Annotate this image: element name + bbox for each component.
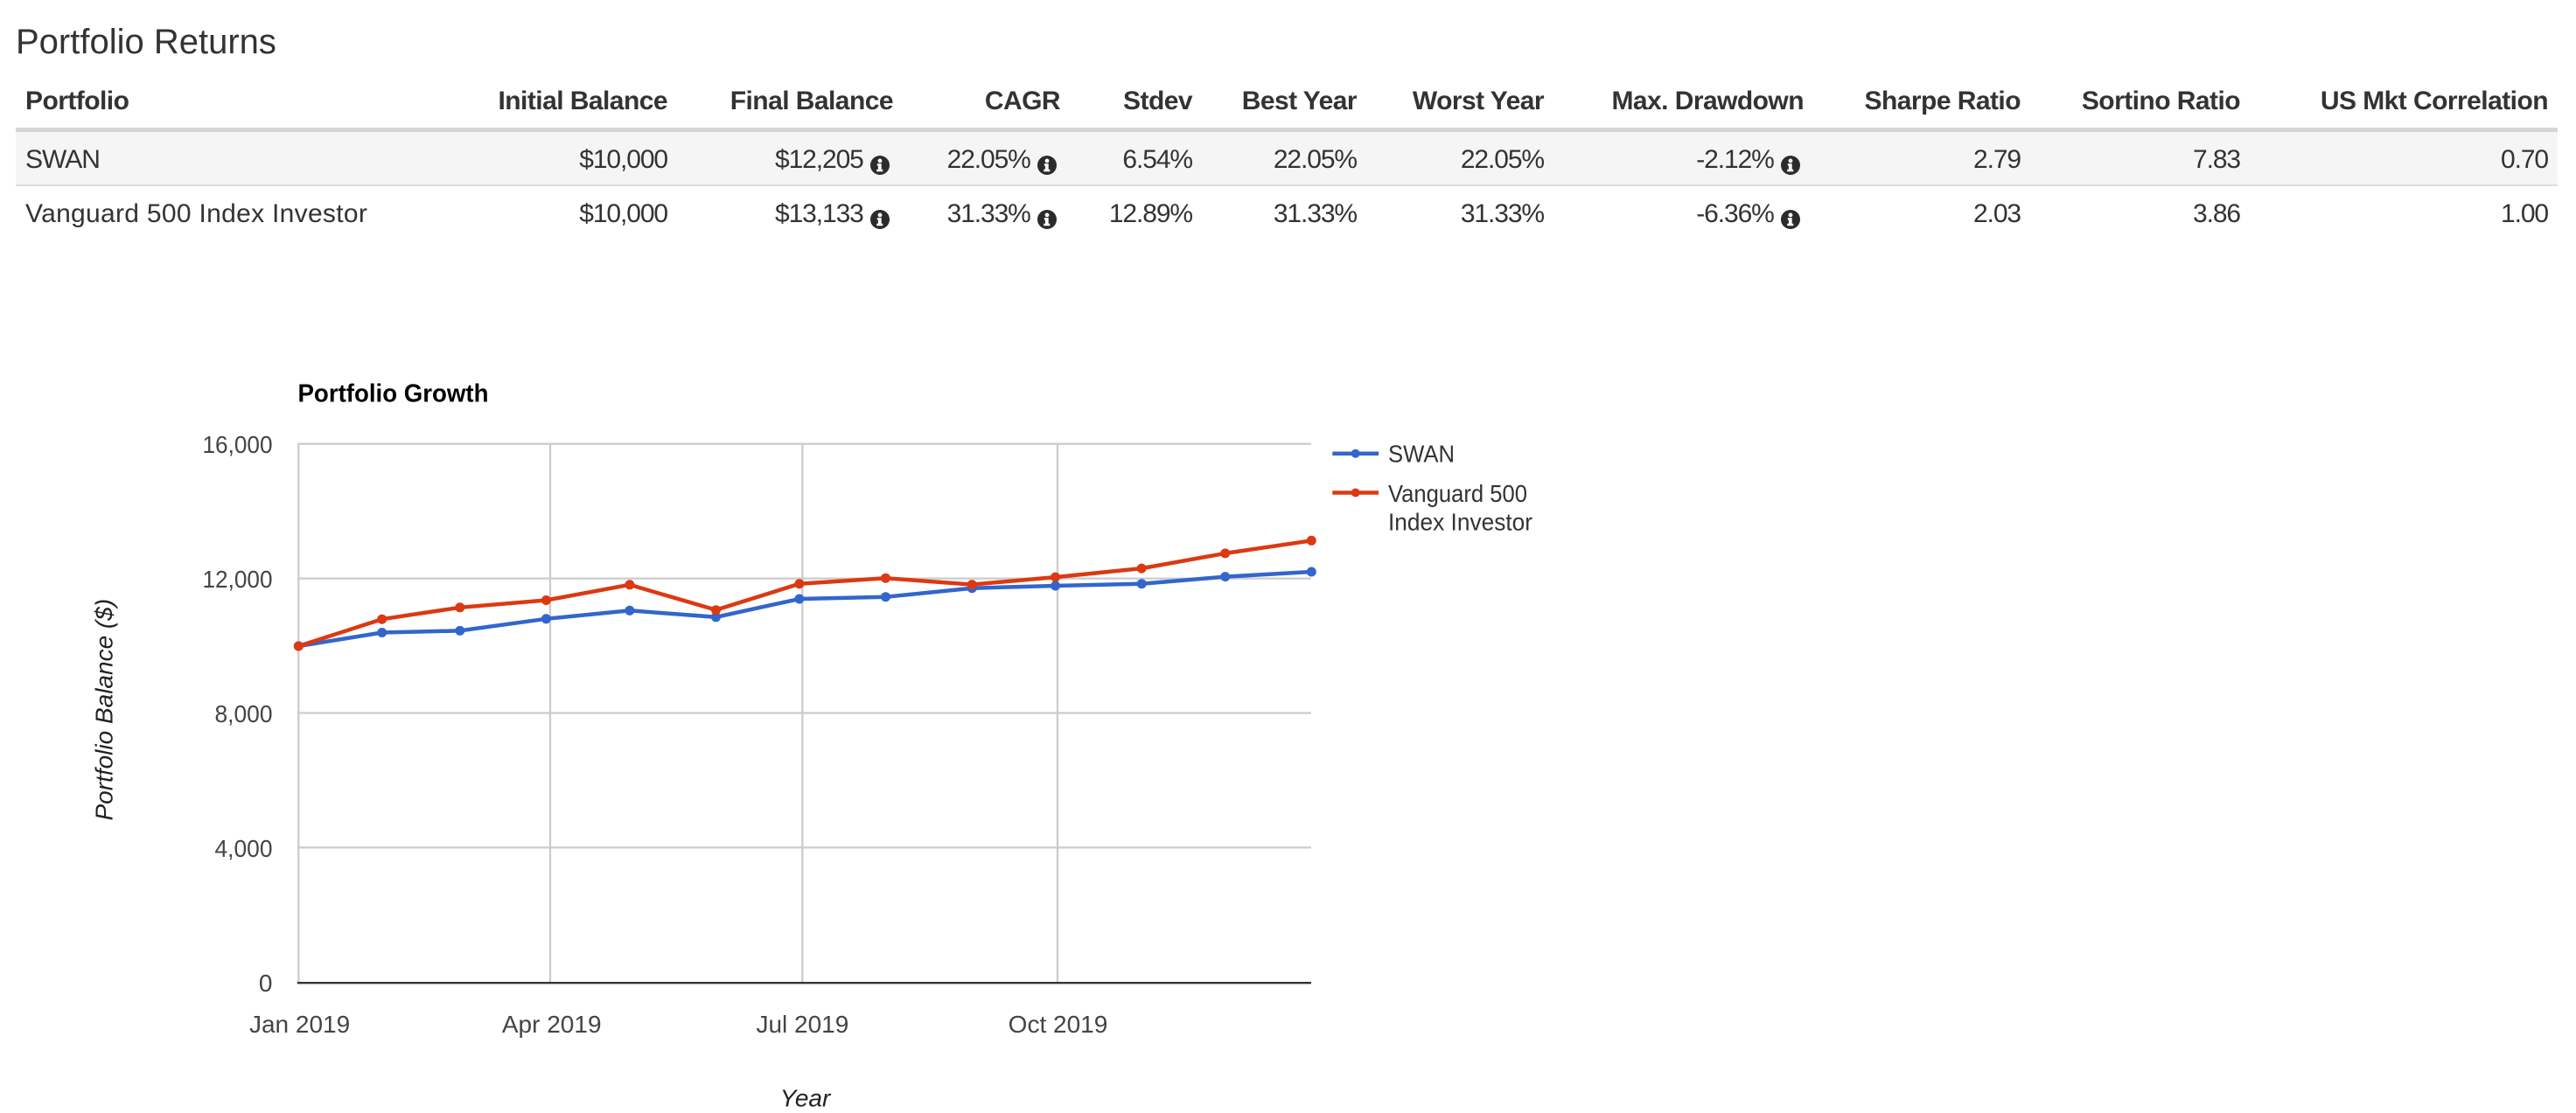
svg-text:8,000: 8,000 (215, 700, 273, 727)
svg-text:SWAN: SWAN (1388, 441, 1455, 468)
svg-text:16,000: 16,000 (203, 431, 273, 458)
svg-text:12,000: 12,000 (203, 566, 273, 593)
svg-text:Index Investor: Index Investor (1388, 509, 1532, 536)
svg-text:Apr 2019: Apr 2019 (502, 1011, 602, 1038)
svg-text:0: 0 (259, 970, 273, 997)
svg-text:Jul 2019: Jul 2019 (756, 1011, 848, 1038)
svg-text:Jan 2019: Jan 2019 (249, 1011, 350, 1038)
svg-text:4,000: 4,000 (215, 835, 273, 862)
svg-text:Year: Year (780, 1085, 832, 1112)
svg-text:Portfolio Balance ($): Portfolio Balance ($) (90, 599, 117, 821)
svg-text:Oct 2019: Oct 2019 (1009, 1011, 1108, 1038)
svg-text:Portfolio Growth: Portfolio Growth (298, 380, 489, 408)
svg-text:Vanguard 500: Vanguard 500 (1388, 480, 1527, 507)
